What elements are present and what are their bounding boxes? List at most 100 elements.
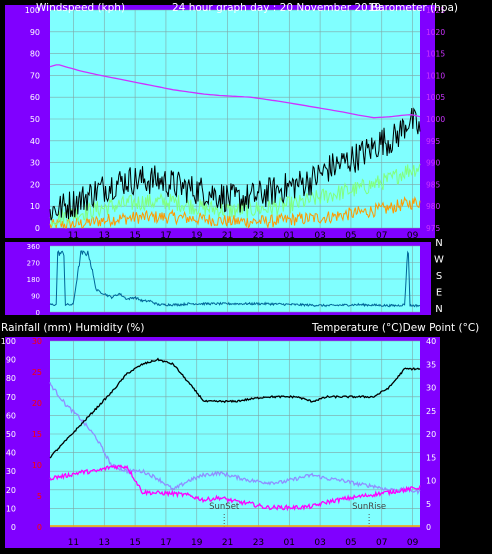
temp-x-tick: 07 bbox=[376, 538, 387, 548]
wind-right-ticks: 975 980 985 990 995 1000 1005 1010 1015 1020 1025 bbox=[426, 6, 445, 233]
wind-x-tick: 23 bbox=[253, 231, 264, 241]
barometer-y-tick: 990 bbox=[426, 159, 441, 168]
humidity-y-tick: 60 bbox=[6, 411, 16, 420]
temperature-y-tick: 0 bbox=[426, 523, 431, 532]
barometer-y-tick: 975 bbox=[426, 224, 441, 233]
temp-x-tick: 09 bbox=[407, 538, 419, 548]
temperature-ticks: 0 5 10 15 20 25 30 35 40 bbox=[426, 337, 436, 532]
temp-x-ticks: 11 13 15 17 19 21 23 01 03 05 07 09 bbox=[68, 538, 419, 548]
wind-y-tick: 10 bbox=[30, 202, 40, 211]
sunset-label: SunSet bbox=[209, 502, 240, 512]
temp-x-tick: 05 bbox=[345, 538, 356, 548]
temperature-y-tick: 20 bbox=[426, 430, 436, 439]
min_wind-line bbox=[49, 195, 421, 230]
wind-x-tick: 11 bbox=[68, 231, 79, 241]
temp-x-tick: 17 bbox=[160, 538, 171, 548]
temp-x-tick: 15 bbox=[129, 538, 140, 548]
humidity-y-tick: 40 bbox=[6, 449, 16, 458]
temp-x-tick: 03 bbox=[314, 538, 325, 548]
direction-label: N bbox=[435, 238, 442, 249]
wind-y-tick: 0 bbox=[35, 224, 40, 233]
barometer-y-tick: 1005 bbox=[426, 93, 445, 102]
barometer-y-tick: 1020 bbox=[426, 28, 445, 37]
direction-label: S bbox=[436, 271, 442, 282]
humidity-y-tick: 50 bbox=[6, 430, 16, 439]
rain-y-tick: 20 bbox=[32, 399, 42, 408]
wind-x-tick: 15 bbox=[129, 231, 140, 241]
temp-x-tick: 11 bbox=[68, 538, 79, 548]
direction-label: E bbox=[436, 288, 442, 299]
direction-y-tick: 90 bbox=[31, 293, 40, 301]
humidity-y-tick: 30 bbox=[6, 467, 16, 476]
wind-x-tick: 17 bbox=[160, 231, 171, 241]
temperature-y-tick: 5 bbox=[426, 500, 431, 509]
direction-y-tick: 360 bbox=[27, 243, 40, 251]
wind-y-tick: 70 bbox=[30, 71, 40, 80]
rain-humidity-axis-label: Rainfall (mm) Humidity (%) bbox=[1, 322, 144, 334]
wind-x-tick: 01 bbox=[284, 231, 295, 241]
dewpoint-line bbox=[49, 464, 421, 512]
temp-x-tick: 23 bbox=[253, 538, 264, 548]
direction-y-tick: 0 bbox=[36, 309, 40, 317]
temp-lines bbox=[49, 357, 421, 527]
barometer-y-tick: 995 bbox=[426, 137, 441, 146]
wind-x-tick: 13 bbox=[99, 231, 110, 241]
wind-x-tick: 05 bbox=[345, 231, 356, 241]
avg_wind-line bbox=[49, 163, 421, 227]
rain-ticks: 0 5 10 15 20 25 30 bbox=[32, 337, 42, 532]
humidity-y-tick: 20 bbox=[6, 486, 16, 495]
humidity-y-tick: 90 bbox=[6, 356, 16, 365]
humidity-ticks: 0 10 20 30 40 50 60 70 80 90 100 bbox=[1, 337, 16, 532]
wind-lines bbox=[49, 64, 421, 230]
rain-y-tick: 10 bbox=[32, 461, 42, 470]
direction-y-tick: 180 bbox=[27, 276, 40, 284]
wind-y-tick: 30 bbox=[30, 159, 40, 168]
temperature-line bbox=[49, 357, 421, 459]
temperature-y-tick: 30 bbox=[426, 384, 436, 393]
temperature-y-tick: 10 bbox=[426, 477, 436, 486]
wind-x-ticks: 11 13 15 17 19 21 23 01 03 05 07 09 bbox=[68, 231, 419, 241]
temperature-y-tick: 15 bbox=[426, 453, 436, 462]
graph-title: 24 hour graph day : 20 November 2019 bbox=[172, 2, 381, 14]
barometer-axis-label: Barometer (hpa) bbox=[371, 2, 458, 14]
sun-markers: SunSet SunRise bbox=[209, 502, 386, 527]
rain-y-tick: 5 bbox=[37, 492, 42, 501]
barometer-y-tick: 980 bbox=[426, 202, 441, 211]
humidity-y-tick: 100 bbox=[1, 337, 16, 346]
temperature-y-tick: 35 bbox=[426, 360, 436, 369]
direction-label: W bbox=[434, 255, 444, 266]
wind-y-tick: 60 bbox=[30, 93, 40, 102]
rain-y-tick: 25 bbox=[32, 368, 42, 377]
rain-y-tick: 30 bbox=[32, 337, 42, 346]
wind-left-ticks: 0 10 20 30 40 50 60 70 80 90 100 bbox=[25, 6, 40, 233]
barometer-y-tick: 1000 bbox=[426, 115, 445, 124]
direction-y-tick: 270 bbox=[27, 260, 40, 268]
wind-y-tick: 80 bbox=[30, 50, 40, 59]
direction-label: N bbox=[435, 304, 442, 315]
direction-lines bbox=[49, 250, 421, 308]
wind-y-tick: 50 bbox=[30, 115, 40, 124]
wind-x-tick: 21 bbox=[222, 231, 233, 241]
humidity-y-tick: 0 bbox=[11, 523, 16, 532]
wind-y-tick: 100 bbox=[25, 6, 40, 15]
wind-y-tick: 20 bbox=[30, 180, 40, 189]
direction-left-ticks: 0 90 180 270 360 bbox=[27, 243, 40, 317]
direction-grid bbox=[50, 245, 420, 313]
humidity-y-tick: 10 bbox=[6, 504, 16, 513]
sunrise-label: SunRise bbox=[352, 502, 386, 512]
temp-x-tick: 21 bbox=[222, 538, 233, 548]
barometer-y-tick: 985 bbox=[426, 180, 441, 189]
temperature-axis-label: Temperature (°C)Dew Point (°C) bbox=[311, 322, 479, 334]
rain-y-tick: 15 bbox=[32, 430, 42, 439]
barometer-y-tick: 1025 bbox=[426, 6, 445, 15]
gust-line bbox=[49, 107, 421, 221]
temperature-y-tick: 25 bbox=[426, 407, 436, 416]
rain-y-tick: 0 bbox=[37, 523, 42, 532]
temp-x-tick: 19 bbox=[191, 538, 203, 548]
temp-x-tick: 01 bbox=[284, 538, 295, 548]
wind-x-tick: 03 bbox=[314, 231, 325, 241]
wind-x-tick: 19 bbox=[191, 231, 203, 241]
barometer-y-tick: 1010 bbox=[426, 71, 445, 80]
